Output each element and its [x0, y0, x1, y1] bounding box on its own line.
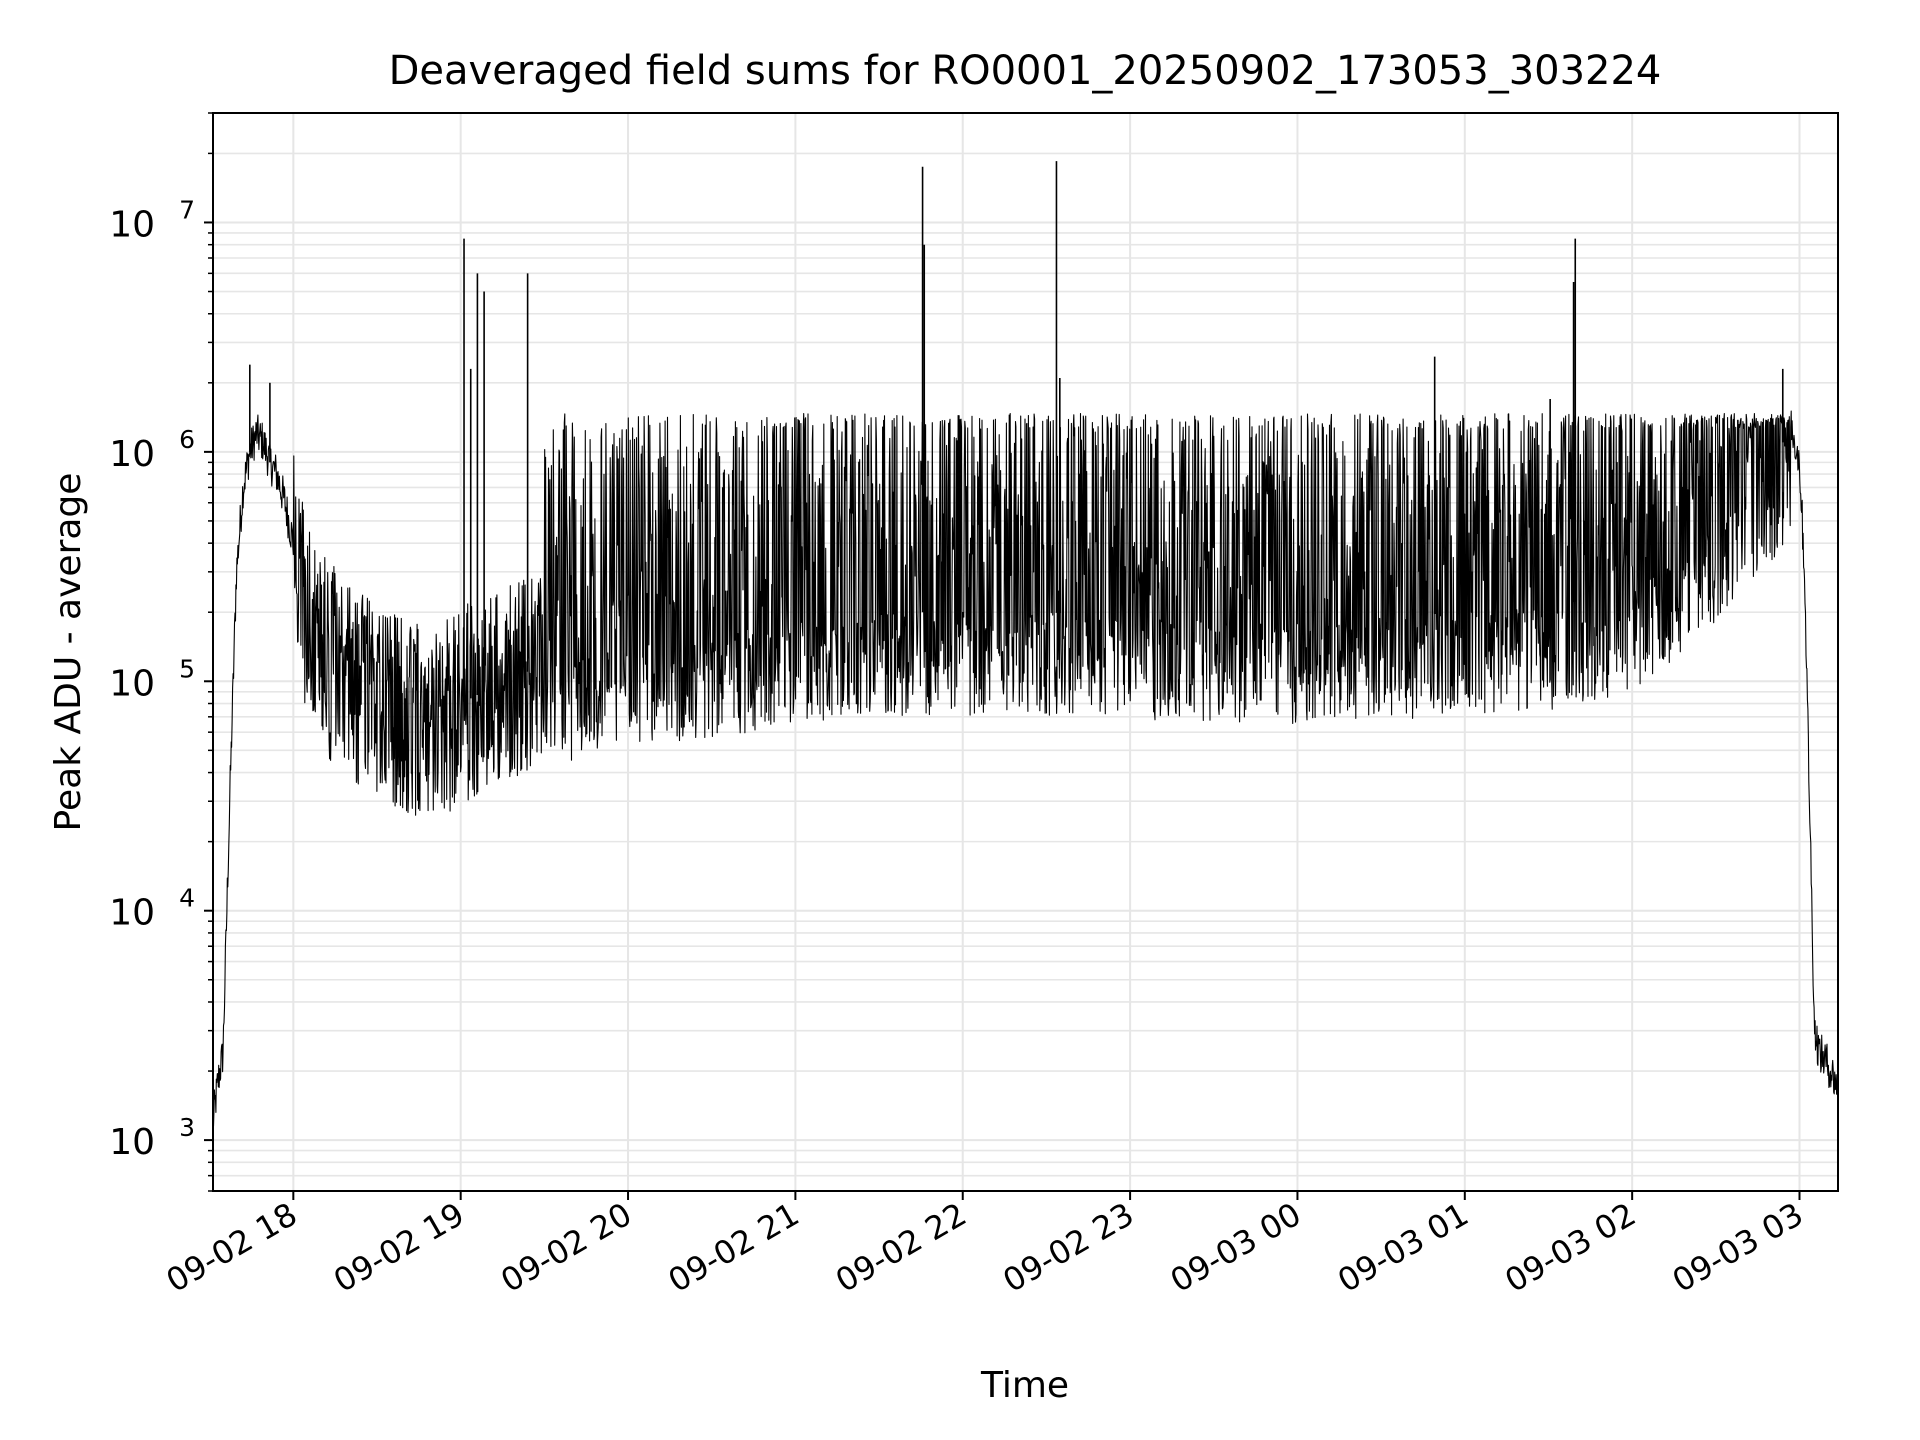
- plot-frame: [212, 112, 1839, 1192]
- y-tick-exponent: 6: [179, 425, 195, 454]
- grid: [213, 112, 1838, 1192]
- y-tick-exponent: 7: [179, 195, 195, 224]
- y-tick-label: 10: [109, 434, 155, 475]
- y-tick-label: 10: [109, 1122, 155, 1163]
- y-axis-label: Peak ADU - average: [48, 473, 89, 832]
- series-layer: [212, 161, 1839, 1127]
- y-tick-exponent: 5: [179, 654, 195, 683]
- y-tick-exponent: 4: [179, 884, 195, 913]
- y-axis: 10 3 10 4 10 5 10 6 10 7: [109, 112, 213, 1192]
- y-tick-label: 10: [109, 893, 155, 934]
- series-line: [212, 410, 1839, 1127]
- y-tick-label: 10: [109, 204, 155, 245]
- y-tick-exponent: 3: [179, 1113, 195, 1142]
- chart-title: Deaveraged field sums for RO0001_2025090…: [389, 48, 1662, 94]
- x-axis-label: Time: [980, 1365, 1069, 1406]
- y-tick-label: 10: [109, 663, 155, 704]
